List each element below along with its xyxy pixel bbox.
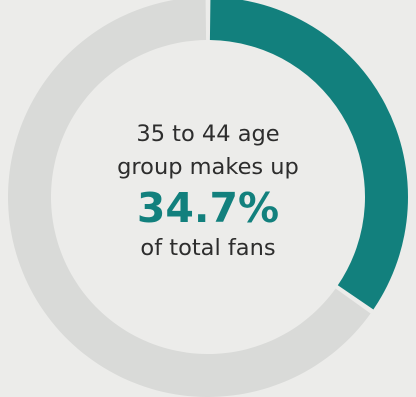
percent-value: 34.7% [113,184,303,232]
center-label: 35 to 44 age group makes up 34.7% of tot… [113,118,303,265]
center-line-3: of total fans [113,232,303,265]
center-line-2: group makes up [113,151,303,184]
center-line-1: 35 to 44 age [113,118,303,151]
